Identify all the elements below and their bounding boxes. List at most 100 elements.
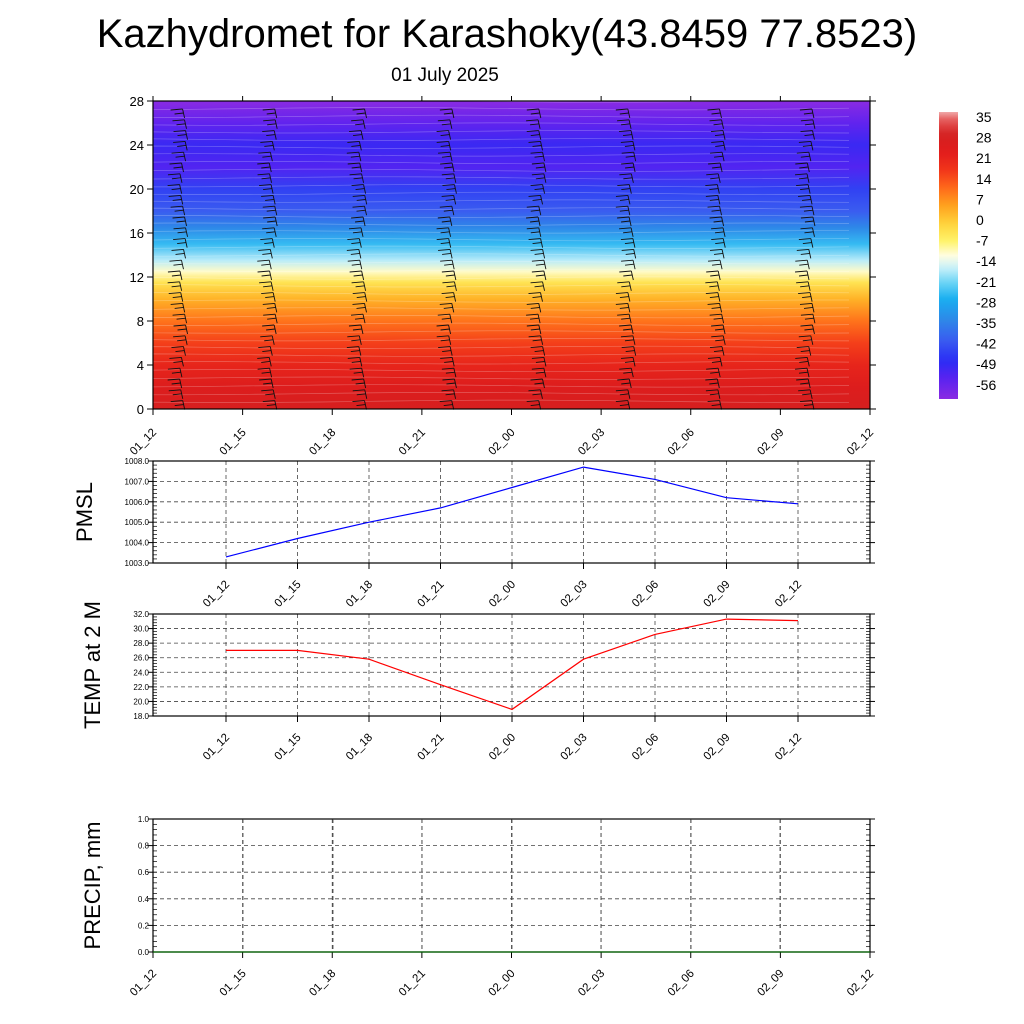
heatmap-x-tick-label: 02_00 [487,427,518,458]
contour-line [152,199,850,203]
y-tick-label: 1007.0 [125,477,150,486]
y-tick-label: 0.8 [138,842,150,851]
contour-line [152,345,850,349]
y-tick-label: 1004.0 [125,539,150,548]
heatmap-x-tick-label: 02_12 [845,427,876,458]
heatmap-y-tick-label: 0 [137,402,144,417]
colorbar-label: -42 [976,336,996,352]
heatmap-y-tick-label: 12 [130,270,144,285]
contour-line [152,307,850,311]
contour-line [152,107,850,111]
contour-line [152,161,849,165]
x-tick-label: 01_21 [416,579,447,610]
x-tick-label: 01_18 [344,579,375,610]
x-tick-label: 01_18 [307,968,338,999]
pmsl-panel: 1003.0 1004.0 1005.0 1006.0 1007.0 1008.0 01_1… [72,457,875,610]
colorbar-label: 0 [976,212,984,228]
y-tick-label: 22.0 [133,683,149,692]
contour-line [152,299,849,303]
wind-barb-column [346,108,368,410]
contour-line [152,253,850,257]
y-tick-label: 0.6 [138,868,150,877]
colorbar-label: -21 [976,274,996,290]
heatmap-x-tick-label: 02_09 [755,427,786,458]
colorbar: 35 28 21 14 7 0 -7 -14 -21 -28 -35 -42 -49 -56 [939,109,996,399]
contour-line [152,153,850,157]
contour-line [152,137,850,142]
wind-barb-column [167,108,188,410]
contour-line [152,238,850,242]
x-tick-label: 02_00 [487,968,518,999]
x-tick-label: 01_15 [218,968,249,999]
x-tick-label: 01_15 [273,732,304,763]
pmsl-axis-label: PMSL [72,482,97,542]
x-tick-label: 02_03 [576,968,607,999]
temperature-contours [152,99,850,403]
temp-panel: 18.0 20.0 22.0 24.0 26.0 28.0 30.0 32.0 01_12 01_… [80,601,875,763]
heatmap-y-ticks: 0 4 8 12 16 20 24 28 [130,94,876,417]
contour-line [152,230,849,234]
heatmap-y-tick-label: 20 [130,182,144,197]
contour-line [152,399,850,403]
x-tick-label: 02_09 [702,579,733,610]
contour-line [152,384,850,388]
colorbar-label: 28 [976,130,992,146]
wind-barb-column [526,108,547,410]
contour-line [152,222,850,226]
x-tick-label: 02_09 [702,732,733,763]
x-tick-label: 02_12 [845,968,876,999]
heatmap-x-tick-label: 02_06 [666,427,697,458]
x-tick-label: 01_12 [128,968,159,999]
contour-line [152,207,850,211]
contour-line [152,245,850,249]
y-tick-label: 0.4 [138,895,150,904]
heatmap-y-tick-label: 16 [130,226,144,241]
contour-line [152,376,850,380]
x-tick-label: 01_21 [416,732,447,763]
x-tick-label: 02_06 [630,732,661,763]
contour-line [152,392,850,396]
x-tick-label: 01_12 [201,732,232,763]
y-tick-label: 20.0 [133,697,149,706]
panel-frame [152,460,871,564]
contour-line [152,330,850,334]
x-tick-label: 02_12 [773,732,804,763]
y-tick-label: 1003.0 [125,559,150,568]
contour-line [152,353,850,357]
x-tick-label: 02_06 [630,579,661,610]
contour-line [152,368,849,373]
colorbar-scale [939,112,958,399]
y-tick-label: 28.0 [133,639,149,648]
x-tick-label: 02_06 [666,968,697,999]
y-tick-label: 30.0 [133,625,149,634]
y-tick-label: 1006.0 [125,498,150,507]
colorbar-label: -49 [976,356,996,372]
contour-line [152,168,850,172]
precip-axis-label: PRECIP, mm [80,822,105,950]
x-tick-label: 02_00 [487,732,518,763]
x-tick-label: 02_03 [559,732,590,763]
chart-date: 01 July 2025 [391,65,499,86]
heatmap-x-tick-label: 01_18 [307,427,338,458]
y-tick-label: 24.0 [133,668,149,677]
colorbar-label: -56 [976,377,996,393]
chart-title: Kazhydromet for Karashoky(43.8459 77.852… [96,12,918,56]
wind-barb-column [794,108,816,410]
y-tick-label: 32.0 [133,610,149,619]
contour-line [152,130,850,134]
y-tick-label: 1005.0 [125,518,150,527]
contour-line [152,315,850,319]
heatmap-x-tick-label: 01_15 [218,427,249,458]
contour-line [152,284,850,288]
colorbar-label: -28 [976,294,996,310]
x-tick-label: 01_21 [397,968,428,999]
heatmap-y-tick-label: 4 [137,358,144,373]
contour-line [152,214,850,219]
x-tick-label: 02_09 [755,968,786,999]
y-tick-label: 0.2 [138,921,150,930]
contour-line [152,268,850,272]
contour-line [152,184,850,188]
colorbar-label: -35 [976,315,996,331]
y-tick-label: 26.0 [133,654,149,663]
x-tick-label: 02_03 [559,579,590,610]
